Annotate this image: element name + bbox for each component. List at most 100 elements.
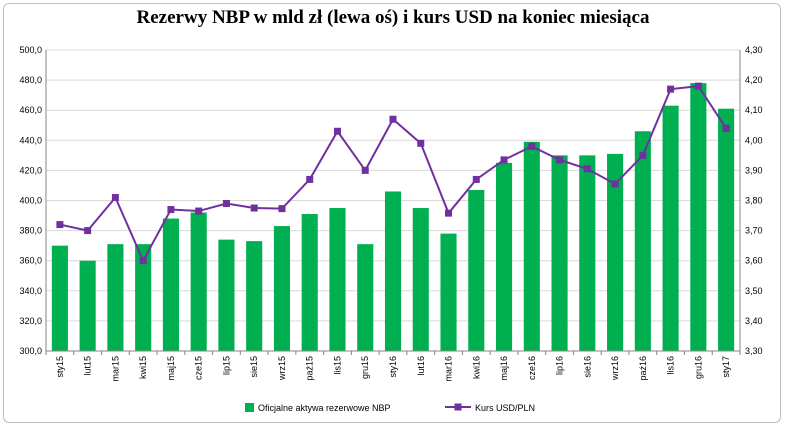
bar: [301, 214, 318, 351]
x-tick-label: kwi16: [471, 356, 481, 379]
usd-pln-point: [639, 151, 647, 159]
y-right-tick-label: 3,90: [745, 165, 763, 175]
usd-pln-point: [667, 85, 675, 93]
bar: [523, 141, 540, 351]
y-left-tick-label: 340,0: [19, 286, 42, 296]
x-tick-label: sty17: [721, 356, 731, 378]
y-right-tick-label: 4,30: [745, 45, 763, 55]
bar: [190, 212, 207, 351]
x-tick-label: mar15: [110, 356, 120, 382]
usd-pln-point: [583, 165, 591, 173]
x-tick-label: lip15: [221, 356, 231, 375]
x-tick-label: wrz15: [277, 356, 287, 381]
x-tick-label: lis15: [332, 356, 342, 375]
x-tick-label: mar16: [444, 356, 454, 382]
y-right-tick-label: 3,50: [745, 286, 763, 296]
usd-pln-point: [222, 200, 230, 208]
bar: [690, 83, 707, 352]
usd-pln-point: [445, 209, 453, 217]
bar: [495, 162, 513, 351]
bar: [384, 191, 402, 351]
x-tick-label: maj15: [166, 356, 176, 381]
usd-pln-point: [556, 156, 564, 164]
bar: [551, 155, 568, 351]
x-tick-label: sty16: [388, 356, 398, 378]
y-right-tick-label: 3,70: [745, 226, 763, 236]
usd-pln-point: [84, 227, 92, 235]
usd-pln-point: [195, 207, 203, 215]
x-tick-label: wrz16: [610, 356, 620, 381]
y-right-tick-label: 4,20: [745, 75, 763, 85]
usd-pln-point: [333, 127, 341, 135]
x-tick-label: lip16: [555, 356, 565, 375]
usd-pln-point: [250, 204, 258, 212]
bar: [412, 208, 429, 351]
usd-pln-point: [472, 175, 480, 183]
y-right-tick-label: 3,40: [745, 316, 763, 326]
bar: [273, 226, 291, 351]
x-tick-label: cze16: [527, 356, 537, 380]
x-tick-label: gru16: [693, 356, 703, 379]
bars: [51, 83, 735, 352]
legend-label-line: Kurs USD/PLN: [475, 403, 535, 413]
usd-pln-point: [306, 175, 314, 183]
y-left-tick-label: 480,0: [19, 75, 42, 85]
usd-pln-point: [111, 193, 119, 201]
x-tick-label: kwi15: [138, 356, 148, 379]
bar: [329, 208, 346, 351]
usd-pln-point: [389, 115, 397, 123]
bar: [162, 218, 179, 351]
usd-pln-point: [417, 139, 425, 147]
bar: [51, 245, 68, 351]
y-right-tick-label: 4,00: [745, 135, 763, 145]
usd-pln-point: [694, 82, 702, 90]
usd-pln-point: [611, 180, 619, 188]
chart-title: Rezerwy NBP w mld zł (lewa oś) i kurs US…: [136, 7, 650, 28]
bar: [607, 153, 624, 351]
axes: 300,0 320,0 340,0 360,0 380,0 400,0 420,0 440,0…: [19, 45, 762, 382]
x-tick-label: maj16: [499, 356, 509, 381]
y-left-tick-label: 420,0: [19, 165, 42, 175]
legend: Oficjalne aktywa rezerwowe NBP Kurs USD/P…: [245, 403, 535, 413]
y-right-tick-label: 3,80: [745, 196, 763, 206]
x-tick-label: sie15: [249, 356, 259, 378]
x-tick-label: sty15: [55, 356, 65, 378]
bar: [718, 108, 735, 351]
legend-swatch-marker: [454, 403, 462, 411]
bar: [79, 260, 96, 351]
usd-pln-point: [500, 156, 508, 164]
x-tick-label: cze15: [194, 356, 204, 380]
bar: [662, 105, 679, 351]
bar: [357, 244, 374, 351]
y-left-tick-label: 500,0: [19, 45, 42, 55]
y-right-tick-label: 3,60: [745, 256, 763, 266]
y-right-tick-label: 3,30: [745, 346, 763, 356]
y-left-tick-label: 300,0: [19, 346, 42, 356]
bar: [468, 189, 485, 351]
x-tick-label: lut16: [416, 356, 426, 376]
bar: [440, 233, 457, 351]
bar: [579, 155, 596, 351]
x-tick-label: paź15: [305, 356, 315, 381]
x-tick-label: lut15: [83, 356, 93, 376]
bar: [246, 241, 263, 351]
x-tick-label: lis16: [666, 356, 676, 375]
y-right-tick-label: 4,10: [745, 105, 763, 115]
y-left-tick-label: 460,0: [19, 105, 42, 115]
y-left-tick-label: 440,0: [19, 135, 42, 145]
y-left-tick-label: 380,0: [19, 226, 42, 236]
usd-pln-point: [361, 166, 369, 174]
y-left-tick-label: 400,0: [19, 196, 42, 206]
bar: [634, 131, 651, 351]
y-left-tick-label: 360,0: [19, 256, 42, 266]
x-tick-label: sie16: [582, 356, 592, 378]
y-left-tick-label: 320,0: [19, 316, 42, 326]
usd-pln-point: [139, 257, 147, 265]
usd-pln-point: [528, 142, 536, 150]
legend-swatch-bars: [245, 403, 254, 412]
bar: [218, 239, 235, 351]
usd-pln-point: [56, 221, 64, 229]
bar: [107, 244, 124, 351]
line-series: [56, 82, 730, 265]
